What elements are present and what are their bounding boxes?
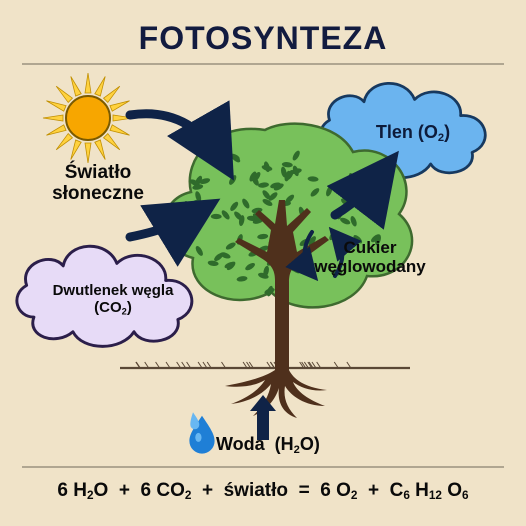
chemical-equation: 6 H2O + 6 CO2 + światło = 6 O2 + C6 H12 … [0, 480, 526, 502]
label-o2: Tlen (O2) [348, 122, 478, 144]
photosynthesis-diagram: FOTOSYNTEZA Światłosłoneczne Dwutlenek w… [0, 0, 526, 526]
page-title: FOTOSYNTEZA [0, 20, 526, 57]
label-sugar: Cukierwęglowodany [295, 238, 445, 276]
label-co2: Dwutlenek węgla(CO2) [38, 283, 188, 317]
label-sunlight: Światłosłoneczne [28, 162, 168, 205]
label-water: Woda (H2O) [216, 434, 396, 456]
